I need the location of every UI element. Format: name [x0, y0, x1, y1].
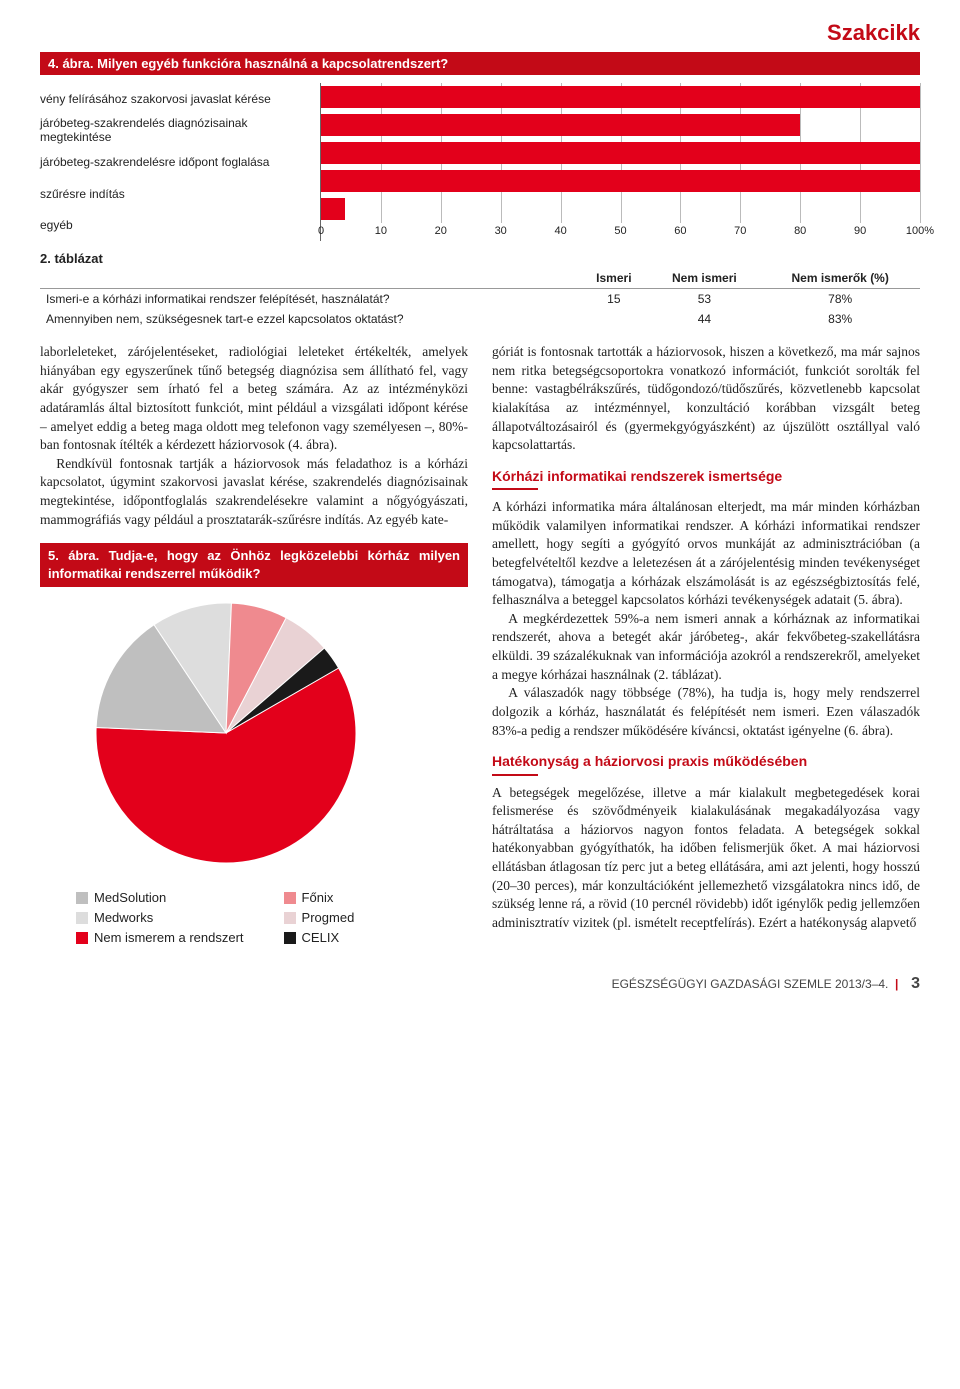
body-p5: A megkérdezettek 59%-a nem ismeri annak …	[492, 610, 920, 685]
section-heading-1: Kórházi informatikai rendszerek ismertsé…	[492, 467, 920, 486]
table-header: Nem ismerők (%)	[760, 268, 920, 289]
table-row: Ismeri-e a kórházi informatikai rendszer…	[40, 289, 920, 310]
legend-item: Progmed	[284, 909, 355, 927]
legend-item: Főnix	[284, 889, 355, 907]
body-p2: Rendkívül fontosnak tartják a háziorvoso…	[40, 455, 468, 530]
page-number: 3	[911, 975, 920, 992]
journal-name: EGÉSZSÉGÜGYI GAZDASÁGI SZEMLE 2013/3–4.	[612, 977, 889, 991]
pie-chart	[46, 593, 406, 873]
bar	[321, 198, 345, 220]
table-cell: 15	[579, 289, 648, 310]
axis-tick: 40	[554, 225, 566, 237]
legend-label: CELIX	[302, 929, 340, 947]
footer-bar: |	[892, 977, 902, 991]
legend-item: Medworks	[76, 909, 244, 927]
body-p3: góriát is fontosnak tartották a háziorvo…	[492, 343, 920, 455]
section-heading-2: Hatékonyság a háziorvosi praxis működésé…	[492, 752, 920, 771]
axis-tick: 70	[734, 225, 746, 237]
axis-tick: 100%	[906, 225, 934, 237]
pie-chart-block: 5. ábra. Tudja-e, hogy az Önhöz legközel…	[40, 543, 468, 954]
rubric: Szakcikk	[40, 20, 920, 46]
legend-label: Progmed	[302, 909, 355, 927]
body-p4: A kórházi informatika mára általánosan e…	[492, 498, 920, 610]
table-cell: 83%	[760, 309, 920, 329]
table-2: IsmeriNem ismeriNem ismerők (%) Ismeri-e…	[40, 268, 920, 329]
bar-label: egyéb	[40, 211, 320, 239]
axis-tick: 10	[375, 225, 387, 237]
table-cell	[579, 309, 648, 329]
legend-swatch	[284, 892, 296, 904]
bar-label: szűrésre indítás	[40, 180, 320, 208]
table-cell: Ismeri-e a kórházi informatikai rendszer…	[40, 289, 579, 310]
page-footer: EGÉSZSÉGÜGYI GAZDASÁGI SZEMLE 2013/3–4. …	[40, 975, 920, 993]
table-title: 2. táblázat	[40, 251, 920, 266]
table-header: Ismeri	[579, 268, 648, 289]
legend-swatch	[76, 892, 88, 904]
legend-item: Nem ismerem a rendszert	[76, 929, 244, 947]
section-rule	[492, 774, 538, 776]
table-cell: Amennyiben nem, szükségesnek tart-e ezze…	[40, 309, 579, 329]
legend-swatch	[76, 912, 88, 924]
section-rule	[492, 488, 538, 490]
article-body: laborleleteket, zárójelentéseket, radiol…	[40, 343, 920, 955]
axis-tick: 90	[854, 225, 866, 237]
axis-tick: 30	[495, 225, 507, 237]
bar-label: vény felírásához szakorvosi javaslat kér…	[40, 85, 320, 113]
bar-chart-title: 4. ábra. Milyen egyéb funkcióra használn…	[40, 52, 920, 75]
table-row: Amennyiben nem, szükségesnek tart-e ezze…	[40, 309, 920, 329]
table-cell: 53	[648, 289, 760, 310]
legend-item: MedSolution	[76, 889, 244, 907]
bar	[321, 86, 920, 108]
bar-label: járóbeteg-szakrendelésre időpont foglalá…	[40, 148, 320, 176]
body-p7: A betegségek megelőzése, illetve a már k…	[492, 784, 920, 933]
legend-swatch	[284, 912, 296, 924]
legend-label: Nem ismerem a rendszert	[94, 929, 244, 947]
legend-swatch	[284, 932, 296, 944]
legend-item: CELIX	[284, 929, 355, 947]
table-cell: 78%	[760, 289, 920, 310]
legend-label: Főnix	[302, 889, 334, 907]
bar	[321, 170, 920, 192]
body-p6: A válaszadók nagy többsége (78%), ha tud…	[492, 684, 920, 740]
axis-tick: 50	[614, 225, 626, 237]
bar-label: járóbeteg-szakrendelés diagnózisainak me…	[40, 116, 320, 144]
pie-chart-title: 5. ábra. Tudja-e, hogy az Önhöz legközel…	[40, 543, 468, 587]
bar	[321, 114, 800, 136]
table-cell: 44	[648, 309, 760, 329]
axis-tick: 60	[674, 225, 686, 237]
axis-tick: 0	[318, 225, 324, 237]
axis-tick: 80	[794, 225, 806, 237]
bar	[321, 142, 920, 164]
legend-label: MedSolution	[94, 889, 166, 907]
pie-legend: MedSolution Medworks Nem ismerem a rendsze…	[46, 887, 462, 949]
bar-chart: vény felírásához szakorvosi javaslat kér…	[40, 83, 920, 241]
axis-tick: 20	[435, 225, 447, 237]
table-header	[40, 268, 579, 289]
body-p1: laborleleteket, zárójelentéseket, radiol…	[40, 343, 468, 455]
legend-label: Medworks	[94, 909, 153, 927]
legend-swatch	[76, 932, 88, 944]
table-header: Nem ismeri	[648, 268, 760, 289]
